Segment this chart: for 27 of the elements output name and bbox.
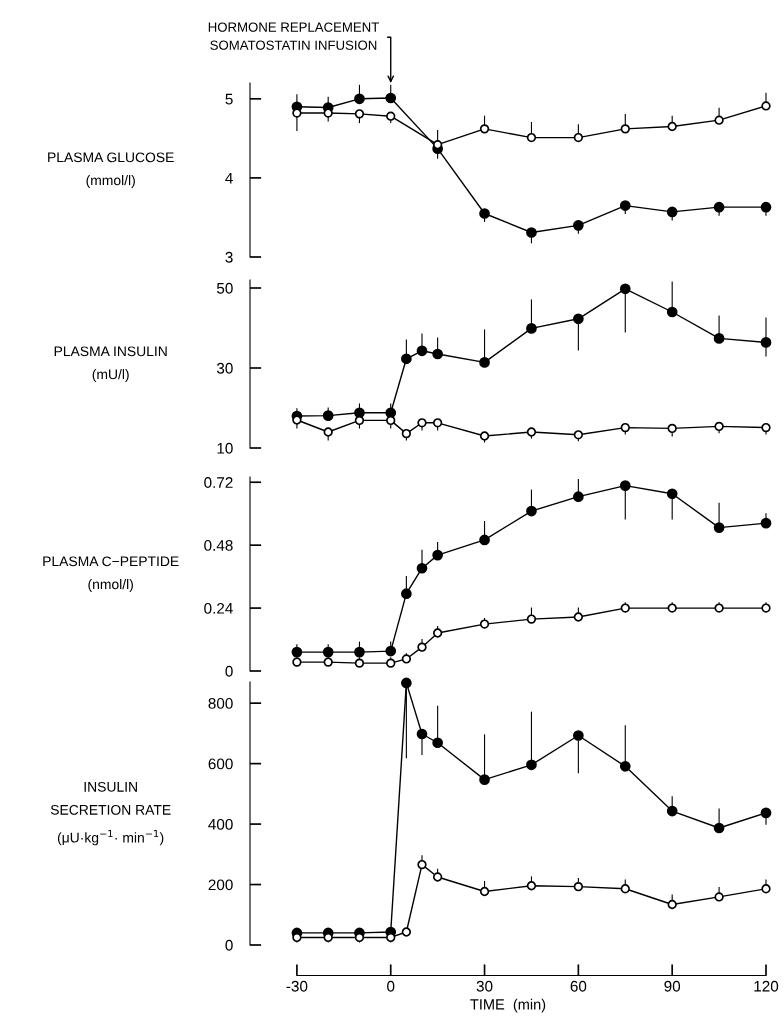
y-tick-label: 200 xyxy=(208,879,233,891)
x-tick-label: 0 xyxy=(387,980,395,992)
y-tick-label: 50 xyxy=(216,282,233,294)
x-axis-title: TIME (min) xyxy=(470,998,546,1013)
y-tick-label: 400 xyxy=(208,818,233,830)
y-axis-title: PLASMA C−PEPTIDE (nmol/l) xyxy=(43,556,179,592)
y-tick-label: 0.48 xyxy=(204,540,233,551)
y-tick-label: 0.72 xyxy=(204,477,233,488)
x-tick-label: 30 xyxy=(476,980,493,992)
y-tick-label: 4 xyxy=(225,172,233,184)
y-tick-label: 3 xyxy=(225,251,233,263)
y-tick-label: 30 xyxy=(216,362,233,374)
y-tick-label: 0 xyxy=(225,939,233,951)
y-axis-title: PLASMA INSULIN (mU/l) xyxy=(54,346,167,382)
x-tick-label: -30 xyxy=(286,980,308,992)
x-tick-label: 120 xyxy=(754,980,779,992)
y-tick-label: 5 xyxy=(225,93,233,105)
y-tick-label: 10 xyxy=(217,442,233,454)
y-axis-title: PLASMA GLUCOSE (mmol/l) xyxy=(48,152,174,188)
y-tick-label: 800 xyxy=(208,698,233,709)
x-tick-label: 60 xyxy=(570,980,587,992)
x-tick-label: 90 xyxy=(664,980,681,992)
y-tick-label: 0.24 xyxy=(204,602,233,614)
y-tick-label: 600 xyxy=(208,758,233,770)
y-tick-label: 0 xyxy=(225,665,233,677)
annotation: HORMONE REPLACEMENT SOMATOSTATIN INFUSION xyxy=(208,22,379,50)
text: INSULIN SECRETION RATE (μU·kg$^{−1}$· min$^{−1}$) xyxy=(50,781,171,846)
